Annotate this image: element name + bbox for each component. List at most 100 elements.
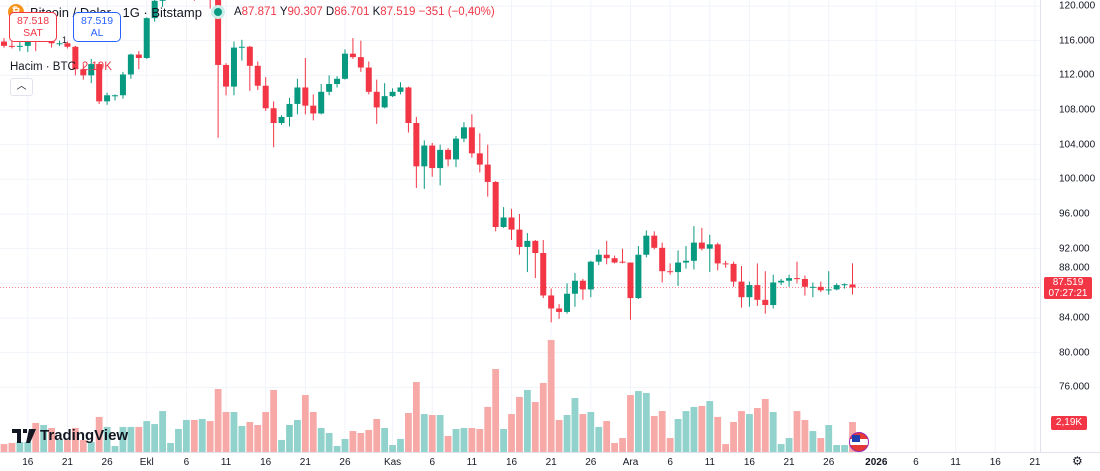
time-axis[interactable]: 16 21 26 Ekl 6 11 16 21 26 Kas 6 11 16 21 26 Ara 6 11 16 21… bbox=[0, 452, 1100, 471]
tradingview-logo[interactable]: TradingView bbox=[12, 427, 128, 444]
candle-body bbox=[794, 278, 800, 280]
candle-body bbox=[445, 149, 452, 160]
candle-body bbox=[579, 280, 586, 290]
time-tick-label: 16 bbox=[743, 457, 755, 468]
volume-bar bbox=[650, 415, 658, 452]
candle-body bbox=[548, 295, 555, 309]
sell-button[interactable]: 87.518 SAT bbox=[9, 12, 57, 42]
volume-bar bbox=[444, 435, 452, 452]
candle-body bbox=[508, 217, 515, 230]
volume-bar bbox=[24, 442, 32, 452]
candle-body bbox=[564, 293, 571, 312]
candle-body bbox=[127, 54, 134, 75]
candle-body bbox=[722, 263, 729, 265]
buy-button[interactable]: 87.519 AL bbox=[73, 12, 121, 42]
volume-bar bbox=[793, 411, 801, 452]
volume-bar bbox=[357, 432, 365, 452]
candle-body bbox=[1, 41, 7, 46]
candle-body bbox=[603, 254, 610, 259]
volume-bar bbox=[595, 426, 603, 452]
volume-bar bbox=[523, 389, 531, 452]
candle-body bbox=[135, 54, 142, 59]
candle-body bbox=[540, 253, 547, 296]
volume-bar bbox=[95, 416, 103, 452]
time-tick-label: 6 bbox=[429, 457, 435, 468]
candle-body bbox=[80, 69, 87, 76]
high-value: 90.307 bbox=[287, 6, 323, 18]
volume-bar bbox=[214, 388, 222, 452]
volume-bar bbox=[175, 428, 182, 452]
volume-bar bbox=[547, 339, 555, 452]
volume-bar bbox=[294, 419, 301, 452]
volume-bar bbox=[428, 415, 436, 452]
price-tick-label: 80.000 bbox=[1059, 347, 1090, 359]
volume-bar bbox=[143, 421, 151, 452]
time-tick-label: Ara bbox=[622, 457, 639, 468]
candle-body bbox=[389, 91, 396, 97]
volume-bar bbox=[182, 419, 190, 452]
time-tick-label: 21 bbox=[299, 457, 311, 468]
volume-bar bbox=[238, 425, 246, 452]
volume-bar bbox=[674, 418, 682, 452]
candle-body bbox=[738, 281, 745, 298]
volume-bar bbox=[159, 411, 166, 452]
volume-bar bbox=[619, 438, 626, 452]
time-tick-label: 16 bbox=[22, 457, 34, 468]
volume-bar bbox=[769, 412, 777, 452]
candle-body bbox=[675, 262, 682, 273]
candle-body bbox=[56, 43, 63, 45]
volume-bar bbox=[738, 411, 745, 452]
volume-bar bbox=[825, 425, 833, 452]
volume-bar bbox=[563, 415, 571, 452]
candle-body bbox=[429, 145, 436, 169]
volume-bar bbox=[127, 426, 135, 452]
candlestick-chart[interactable] bbox=[0, 0, 1040, 452]
candle-body bbox=[143, 18, 150, 59]
candle-body bbox=[778, 280, 785, 283]
candle-body bbox=[556, 308, 563, 312]
volume-bar bbox=[270, 389, 278, 452]
volume-bar bbox=[230, 412, 238, 452]
volume-bar bbox=[103, 426, 111, 452]
volume-bar bbox=[841, 445, 848, 452]
candle-body bbox=[786, 278, 793, 281]
volume-bar bbox=[420, 414, 428, 452]
price-axis[interactable]: 120.000 116.000 112.000 108.000 104.000 100.0… bbox=[1040, 0, 1100, 452]
collapse-legend-button[interactable]: ︿ bbox=[10, 78, 33, 96]
volume-bar bbox=[635, 391, 642, 452]
candle-body bbox=[223, 64, 230, 87]
price-tick-label: 104.000 bbox=[1059, 139, 1096, 151]
price-tick-label: 84.000 bbox=[1059, 312, 1090, 324]
settings-gear-icon[interactable]: ⚙ bbox=[1072, 454, 1083, 468]
time-tick-label: 16 bbox=[989, 457, 1001, 468]
candle-body bbox=[730, 263, 737, 282]
volume-bar bbox=[555, 419, 563, 452]
volume-bar bbox=[71, 428, 79, 452]
candle-body bbox=[72, 46, 79, 70]
volume-bar bbox=[317, 428, 325, 452]
volume-bar bbox=[40, 425, 48, 452]
candle-body bbox=[381, 96, 388, 108]
candle-body bbox=[627, 262, 634, 299]
candle-body bbox=[104, 95, 111, 102]
volume-bar bbox=[682, 411, 690, 452]
candle-body bbox=[690, 242, 697, 261]
volume-bar bbox=[286, 425, 293, 452]
volume-bar bbox=[56, 439, 63, 452]
us-economic-event-icon[interactable] bbox=[849, 432, 869, 452]
candle-body bbox=[112, 95, 119, 97]
volume-bar bbox=[746, 414, 753, 452]
volume-bar bbox=[785, 438, 793, 452]
volume-bar bbox=[16, 442, 24, 452]
candle-body bbox=[16, 45, 23, 47]
candle-body bbox=[524, 240, 531, 247]
volume-bar bbox=[777, 444, 785, 452]
volume-bar bbox=[603, 421, 611, 452]
quantity: 1 bbox=[62, 35, 68, 45]
time-tick-label: 26 bbox=[101, 457, 113, 468]
volume-bar bbox=[389, 445, 396, 452]
volume-bar bbox=[579, 414, 587, 452]
time-tick-label: 2026 bbox=[865, 457, 888, 468]
volume-bar bbox=[381, 428, 389, 452]
candle-body bbox=[373, 91, 380, 108]
